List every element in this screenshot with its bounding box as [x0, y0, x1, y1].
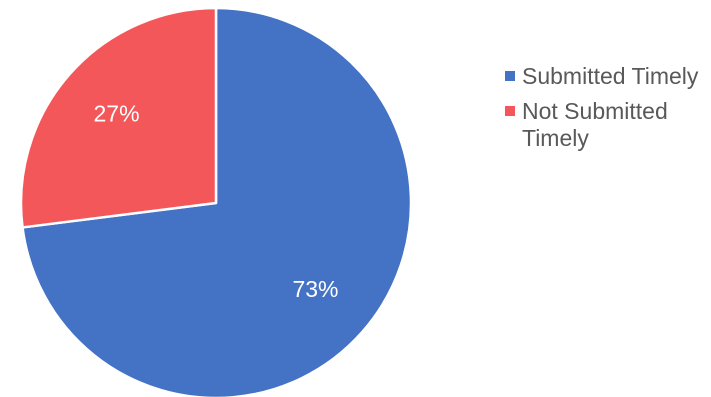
- legend-item-not-submitted-timely: Not Submitted Timely: [505, 98, 711, 152]
- pie-slice-not-submitted-timely: [19, 6, 218, 229]
- legend-item-submitted-timely: Submitted Timely: [505, 63, 711, 90]
- legend-swatch-submitted-timely: [505, 71, 515, 81]
- legend-swatch-not-submitted-timely: [505, 106, 515, 116]
- chart-legend: Submitted Timely Not Submitted Timely: [505, 63, 711, 160]
- legend-label-submitted-timely: Submitted Timely: [522, 63, 699, 89]
- legend-label-not-submitted-timely: Not Submitted Timely: [522, 98, 668, 151]
- data-label-submitted-timely: 73%: [292, 276, 338, 302]
- data-label-not-submitted-timely: 27%: [94, 100, 140, 126]
